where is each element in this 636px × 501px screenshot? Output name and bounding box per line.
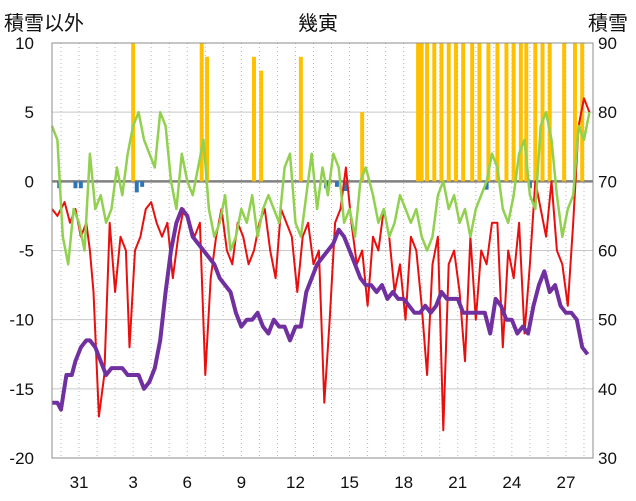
x-tick-label: 31 bbox=[70, 473, 89, 492]
snow-depth-line bbox=[52, 207, 590, 412]
x-tick-label: 21 bbox=[448, 473, 467, 492]
x-tick-label: 27 bbox=[556, 473, 575, 492]
precip-bar bbox=[547, 43, 552, 182]
precip-bar bbox=[518, 43, 523, 182]
precip-bar-negative bbox=[78, 181, 83, 189]
precip-bar bbox=[251, 56, 256, 182]
precip-bar bbox=[524, 43, 529, 182]
precipitation-bars bbox=[57, 43, 585, 193]
y-right-tick-label: 60 bbox=[598, 242, 617, 261]
precip-bar bbox=[298, 56, 303, 182]
precip-bar bbox=[419, 43, 424, 182]
precip-bar bbox=[439, 43, 444, 182]
y-left-tick-label: 0 bbox=[25, 172, 34, 191]
series-lines bbox=[50, 97, 591, 432]
precip-bar bbox=[205, 56, 210, 182]
precip-bar bbox=[572, 43, 577, 182]
precip-bar bbox=[360, 112, 365, 182]
y-right-tick-label: 40 bbox=[598, 380, 617, 399]
x-tick-label: 6 bbox=[183, 473, 192, 492]
x-tick-label: 24 bbox=[502, 473, 521, 492]
precip-bar bbox=[511, 43, 516, 182]
precip-bar bbox=[504, 43, 509, 182]
y-right-tick-label: 30 bbox=[598, 449, 617, 468]
y-right-tick-label: 70 bbox=[598, 172, 617, 191]
x-tick-label: 12 bbox=[286, 473, 305, 492]
precip-bar bbox=[486, 43, 491, 182]
precip-bar bbox=[432, 43, 437, 182]
y-left-tick-label: -20 bbox=[9, 449, 34, 468]
y-left-tick-label: 10 bbox=[15, 34, 34, 53]
precip-bar bbox=[446, 43, 451, 182]
precip-bar-negative bbox=[73, 181, 78, 189]
precip-bar-negative bbox=[484, 181, 489, 190]
precip-bar bbox=[533, 43, 538, 182]
temperature-line bbox=[51, 97, 591, 432]
left-axis-title: 積雪以外 bbox=[4, 11, 84, 35]
precip-bar bbox=[540, 43, 545, 182]
precip-bar bbox=[461, 43, 466, 182]
precip-bar bbox=[131, 43, 136, 182]
right-axis-title: 積雪 bbox=[588, 11, 628, 35]
y-left-tick-label: -5 bbox=[19, 242, 34, 261]
precip-bar bbox=[495, 43, 500, 182]
precip-bar bbox=[259, 70, 264, 182]
y-right-tick-label: 80 bbox=[598, 103, 617, 122]
precip-bar bbox=[562, 43, 567, 182]
y-left-tick-label: 5 bbox=[25, 103, 34, 122]
x-tick-label: 15 bbox=[340, 473, 359, 492]
y-right-tick-label: 90 bbox=[598, 34, 617, 53]
y-left-tick-label: -15 bbox=[9, 380, 34, 399]
x-tick-label: 3 bbox=[128, 473, 137, 492]
precip-bar bbox=[425, 43, 430, 182]
precip-bar bbox=[477, 43, 482, 182]
y-left-tick-label: -10 bbox=[9, 311, 34, 330]
precip-bar-negative bbox=[140, 181, 145, 187]
precip-bar-negative bbox=[334, 181, 339, 187]
x-tick-label: 18 bbox=[394, 473, 413, 492]
plot-frame bbox=[51, 42, 594, 459]
chart-title: 幾寅 bbox=[298, 11, 338, 35]
precip-bar bbox=[453, 43, 458, 182]
x-tick-label: 9 bbox=[237, 473, 246, 492]
precip-bar bbox=[416, 43, 421, 182]
y-right-tick-label: 50 bbox=[598, 311, 617, 330]
plot-border bbox=[51, 42, 594, 459]
precip-bar-negative bbox=[134, 181, 139, 193]
precip-bar bbox=[199, 43, 204, 182]
precip-bar bbox=[470, 43, 475, 182]
precip-bar-negative bbox=[343, 181, 348, 192]
green-line bbox=[50, 110, 591, 266]
